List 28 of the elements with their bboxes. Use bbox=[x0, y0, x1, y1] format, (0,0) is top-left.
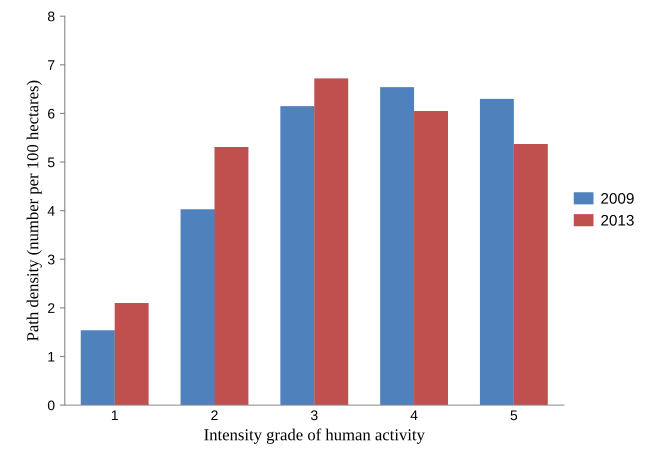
x-tick-label: 3 bbox=[310, 410, 318, 420]
bar bbox=[80, 330, 115, 406]
y-tick-label: 2 bbox=[48, 303, 54, 313]
y-tick-label: 0 bbox=[48, 400, 55, 410]
x-tick-label: 1 bbox=[112, 410, 118, 420]
bar bbox=[114, 303, 149, 406]
y-axis-title: Path density (number per 100 hectares) bbox=[26, 80, 42, 341]
bar bbox=[314, 78, 348, 406]
legend-label: 2013 bbox=[601, 214, 634, 226]
y-tick-label: 8 bbox=[48, 12, 54, 22]
bar bbox=[380, 87, 414, 406]
y-tick-label: 3 bbox=[48, 254, 54, 264]
bar bbox=[214, 146, 248, 406]
bar bbox=[480, 98, 514, 406]
y-tick-label: 4 bbox=[48, 206, 55, 216]
bar bbox=[180, 209, 214, 406]
x-tick-label: 4 bbox=[410, 410, 418, 420]
x-axis-title: Intensity grade of human activity bbox=[204, 428, 425, 444]
bar bbox=[280, 106, 314, 406]
legend-label: 2009 bbox=[601, 193, 634, 204]
x-tick-label: 5 bbox=[510, 410, 518, 420]
y-tick-label: 6 bbox=[48, 108, 54, 119]
y-tick-label: 7 bbox=[48, 60, 54, 70]
y-tick-label: 5 bbox=[48, 158, 54, 168]
bar bbox=[514, 144, 548, 406]
bar bbox=[414, 111, 448, 406]
y-tick-label: 1 bbox=[48, 352, 54, 362]
x-tick-label: 2 bbox=[211, 410, 218, 420]
